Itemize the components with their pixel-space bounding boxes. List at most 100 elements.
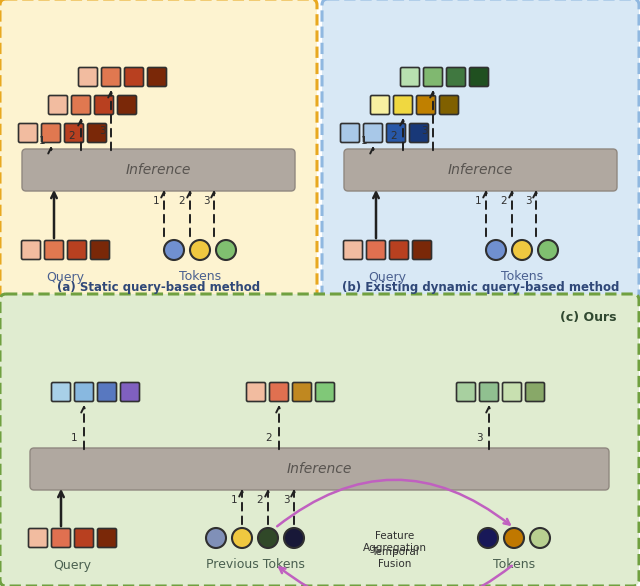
FancyBboxPatch shape	[246, 383, 266, 401]
FancyBboxPatch shape	[95, 96, 113, 114]
FancyBboxPatch shape	[125, 67, 143, 87]
FancyBboxPatch shape	[470, 67, 488, 87]
Text: (c) Ours: (c) Ours	[560, 312, 616, 325]
Text: 1: 1	[70, 433, 77, 443]
FancyBboxPatch shape	[49, 96, 67, 114]
Text: Inference: Inference	[448, 163, 513, 177]
FancyBboxPatch shape	[42, 124, 61, 142]
Text: Tokens: Tokens	[501, 271, 543, 284]
Text: 3: 3	[203, 196, 209, 206]
FancyBboxPatch shape	[525, 383, 545, 401]
FancyBboxPatch shape	[322, 0, 639, 299]
Text: 2: 2	[68, 131, 76, 141]
FancyBboxPatch shape	[67, 240, 86, 260]
FancyBboxPatch shape	[72, 96, 90, 114]
FancyBboxPatch shape	[364, 124, 383, 142]
FancyBboxPatch shape	[269, 383, 289, 401]
Text: 1: 1	[153, 196, 159, 206]
FancyBboxPatch shape	[0, 0, 317, 299]
Text: Tokens: Tokens	[493, 558, 535, 571]
FancyBboxPatch shape	[120, 383, 140, 401]
FancyBboxPatch shape	[479, 383, 499, 401]
Text: 1: 1	[475, 196, 481, 206]
FancyBboxPatch shape	[387, 124, 406, 142]
FancyBboxPatch shape	[118, 96, 136, 114]
Circle shape	[478, 528, 498, 548]
FancyBboxPatch shape	[97, 529, 116, 547]
FancyBboxPatch shape	[417, 96, 435, 114]
Circle shape	[284, 528, 304, 548]
Text: Query: Query	[369, 271, 406, 284]
FancyBboxPatch shape	[19, 124, 38, 142]
Text: 3: 3	[476, 433, 483, 443]
Text: Previous Tokens: Previous Tokens	[205, 558, 305, 571]
FancyBboxPatch shape	[22, 240, 40, 260]
Text: 3: 3	[525, 196, 531, 206]
FancyBboxPatch shape	[390, 240, 408, 260]
FancyBboxPatch shape	[456, 383, 476, 401]
FancyBboxPatch shape	[424, 67, 442, 87]
Text: (a) Static query-based method: (a) Static query-based method	[57, 281, 260, 294]
FancyBboxPatch shape	[90, 240, 109, 260]
FancyBboxPatch shape	[65, 124, 83, 142]
Text: 3: 3	[420, 126, 428, 136]
Circle shape	[190, 240, 210, 260]
Circle shape	[530, 528, 550, 548]
FancyBboxPatch shape	[413, 240, 431, 260]
Circle shape	[164, 240, 184, 260]
FancyBboxPatch shape	[74, 383, 93, 401]
FancyBboxPatch shape	[401, 67, 419, 87]
Circle shape	[258, 528, 278, 548]
Text: 3: 3	[99, 126, 106, 136]
Text: (b) Existing dynamic query-based method: (b) Existing dynamic query-based method	[342, 281, 619, 294]
Circle shape	[232, 528, 252, 548]
FancyBboxPatch shape	[344, 149, 617, 191]
FancyBboxPatch shape	[79, 67, 97, 87]
FancyBboxPatch shape	[447, 67, 465, 87]
Text: Inference: Inference	[126, 163, 191, 177]
Text: Inference: Inference	[287, 462, 352, 476]
FancyBboxPatch shape	[22, 149, 295, 191]
Text: Feature
Aggregation: Feature Aggregation	[362, 531, 426, 553]
Circle shape	[512, 240, 532, 260]
FancyBboxPatch shape	[367, 240, 385, 260]
FancyBboxPatch shape	[102, 67, 120, 87]
FancyBboxPatch shape	[45, 240, 63, 260]
FancyBboxPatch shape	[410, 124, 429, 142]
FancyBboxPatch shape	[394, 96, 413, 114]
FancyBboxPatch shape	[30, 448, 609, 490]
Text: 2: 2	[179, 196, 186, 206]
FancyBboxPatch shape	[29, 529, 47, 547]
FancyBboxPatch shape	[51, 529, 70, 547]
Text: Tokens: Tokens	[179, 271, 221, 284]
FancyBboxPatch shape	[147, 67, 166, 87]
FancyBboxPatch shape	[316, 383, 335, 401]
FancyBboxPatch shape	[292, 383, 312, 401]
Text: Query: Query	[47, 271, 84, 284]
FancyBboxPatch shape	[74, 529, 93, 547]
Circle shape	[206, 528, 226, 548]
Text: Query: Query	[54, 558, 92, 571]
Text: 1: 1	[361, 136, 367, 146]
Circle shape	[486, 240, 506, 260]
FancyBboxPatch shape	[97, 383, 116, 401]
Text: 3: 3	[283, 495, 289, 505]
FancyBboxPatch shape	[440, 96, 458, 114]
FancyBboxPatch shape	[340, 124, 360, 142]
FancyBboxPatch shape	[344, 240, 362, 260]
Text: 1: 1	[38, 136, 45, 146]
Circle shape	[504, 528, 524, 548]
Circle shape	[538, 240, 558, 260]
Text: 1: 1	[230, 495, 237, 505]
FancyBboxPatch shape	[371, 96, 390, 114]
FancyBboxPatch shape	[51, 383, 70, 401]
Text: 2: 2	[266, 433, 272, 443]
Circle shape	[216, 240, 236, 260]
FancyBboxPatch shape	[0, 294, 639, 586]
Text: 2: 2	[390, 131, 397, 141]
Text: 2: 2	[257, 495, 263, 505]
Text: Temporal
Fusion: Temporal Fusion	[371, 547, 419, 569]
FancyBboxPatch shape	[88, 124, 106, 142]
FancyBboxPatch shape	[502, 383, 522, 401]
Text: 2: 2	[500, 196, 508, 206]
